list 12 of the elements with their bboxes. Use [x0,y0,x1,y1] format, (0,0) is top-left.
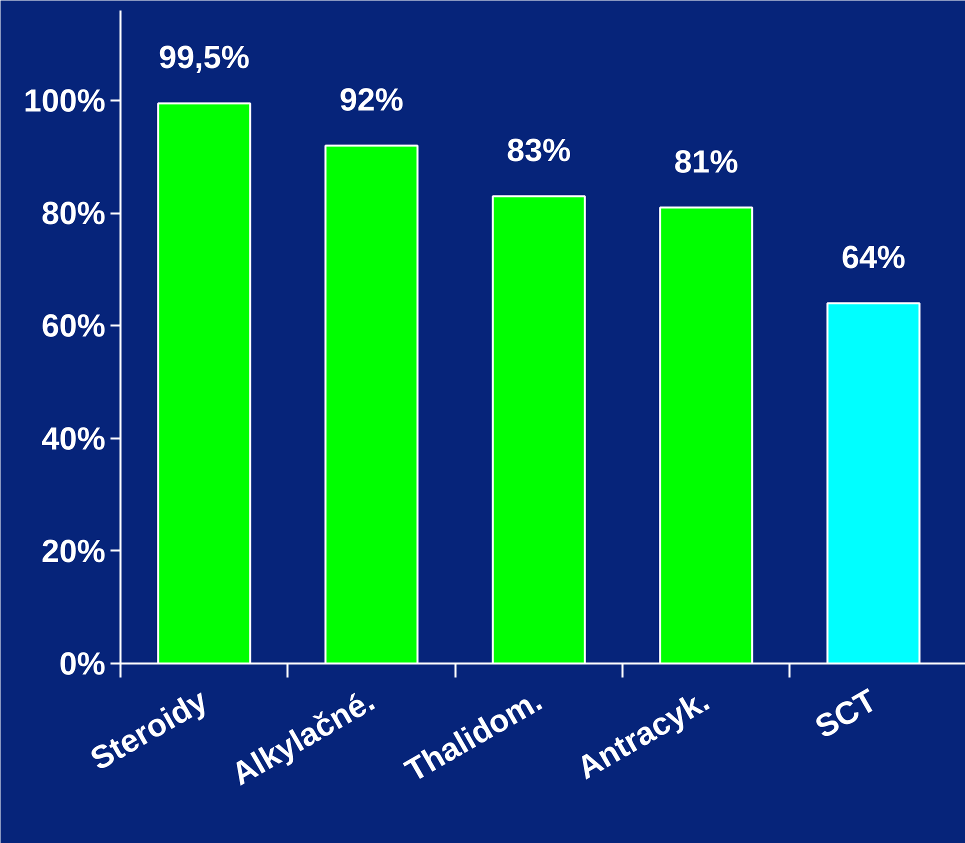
y-tick-label: 20% [41,532,106,569]
data-label: 83% [506,132,571,168]
data-label: 64% [841,239,906,276]
y-tick-label: 80% [41,195,106,232]
y-tick-label: 100% [24,82,106,119]
data-label: 99,5% [158,39,250,76]
data-label: 92% [339,81,404,118]
data-label: 81% [674,143,738,180]
y-tick-label: 0% [59,646,106,682]
x-tick-label: SCT [809,682,883,746]
y-tick-label: 40% [41,420,106,456]
y-tick-label: 60% [41,308,106,344]
